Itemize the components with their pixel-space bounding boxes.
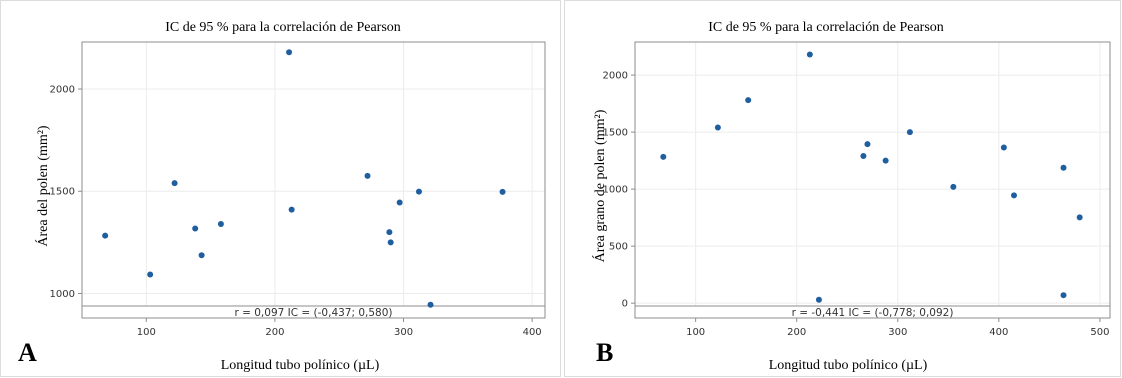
chart-b-x-tick-label: 200 <box>787 327 806 338</box>
chart-b-data-point <box>860 153 867 160</box>
panel-a-letter: A <box>18 338 37 367</box>
panel-b-letter: B <box>596 338 614 367</box>
chart-a-data-point <box>415 188 422 195</box>
chart-b-data-point <box>660 153 667 160</box>
chart-b-data-point <box>806 51 813 58</box>
chart-b-data-point <box>1060 292 1067 299</box>
chart-a-x-tick-label: 400 <box>523 327 542 338</box>
chart-a-data-point <box>217 220 224 227</box>
chart-a-y-tick-label: 2000 <box>50 85 75 96</box>
chart-a-annotation-box <box>81 305 546 319</box>
chart-a-plot-area: r = 0,097 IC = (-0,437; 0,580) 100 200 300 4… <box>50 41 546 338</box>
chart-b-y-axis-label: Área grano de polen (mm²) <box>591 109 608 262</box>
chart-a-data-point <box>288 206 295 213</box>
chart-b-y-tick-label: 500 <box>609 242 628 253</box>
chart-b-title: IC de 95 % para la correlación de Pearso… <box>708 20 944 35</box>
chart-a-data-point <box>171 180 178 187</box>
chart-a-data-point <box>387 239 394 246</box>
chart-a-annotation: r = 0,097 IC = (-0,437; 0,580) <box>234 307 392 319</box>
chart-b-data-point <box>882 157 889 164</box>
chart-panel-b: IC de 95 % para la correlación de Pearso… <box>564 0 1121 377</box>
chart-a-y-tick-label: 1500 <box>50 187 75 198</box>
chart-a-data-point <box>286 49 293 56</box>
chart-b-y-tick-label: 2000 <box>603 71 628 82</box>
chart-a-data-point <box>192 225 199 232</box>
chart-a-title: IC de 95 % para la correlación de Pearso… <box>165 20 401 35</box>
chart-b-data-point <box>864 141 871 148</box>
chart-a-data-point <box>198 252 205 259</box>
chart-b-x-tick-label: 500 <box>1090 327 1109 338</box>
chart-b-plot-area: r = -0,441 IC = (-0,778; 0,092) 100 200 300… <box>603 41 1111 338</box>
chart-b-data-point <box>1000 144 1007 151</box>
chart-b-data-point <box>1060 164 1067 171</box>
chart-b-data-point <box>1076 214 1083 221</box>
chart-b-data-point <box>745 97 752 104</box>
chart-a-x-tick-label: 100 <box>137 327 156 338</box>
chart-b-y-tick-label: 0 <box>622 299 628 310</box>
chart-b-y-tick-label: 1000 <box>603 185 628 196</box>
chart-b-data-point <box>714 124 721 131</box>
chart-a-y-tick-label: 1000 <box>50 289 75 300</box>
chart-b-x-tick-label: 400 <box>989 327 1008 338</box>
chart-b-data-point <box>815 296 822 303</box>
panel-a-frame <box>0 0 561 377</box>
chart-a-x-tick-label: 300 <box>394 327 413 338</box>
chart-a-data-point <box>147 271 154 278</box>
chart-b-annotation-box <box>634 305 1111 319</box>
chart-a-data-point <box>102 232 109 239</box>
chart-a-x-tick-label: 200 <box>265 327 284 338</box>
chart-panel-a: IC de 95 % para la correlación de Pearso… <box>0 0 561 377</box>
chart-b-x-axis-label: Longitud tubo polínico (µL) <box>769 358 928 373</box>
chart-a-x-axis-label: Longitud tubo polínico (µL) <box>221 358 380 373</box>
chart-a-data-point <box>499 188 506 195</box>
chart-a-y-axis-label: Área del polen (mm²) <box>34 125 51 247</box>
chart-a-data-point <box>364 172 371 179</box>
chart-a-data-point <box>427 301 434 308</box>
chart-a-data-point <box>386 229 393 236</box>
chart-a-data-point <box>396 199 403 206</box>
chart-b-x-tick-label: 300 <box>888 327 907 338</box>
chart-b-annotation: r = -0,441 IC = (-0,778; 0,092) <box>792 307 954 319</box>
panel-b-frame <box>564 0 1121 377</box>
chart-b-x-tick-label: 100 <box>686 327 705 338</box>
chart-b-y-tick-label: 1500 <box>603 128 628 139</box>
chart-b-data-point <box>950 183 957 190</box>
chart-b-data-point <box>906 129 913 136</box>
chart-b-data-point <box>1010 192 1017 199</box>
